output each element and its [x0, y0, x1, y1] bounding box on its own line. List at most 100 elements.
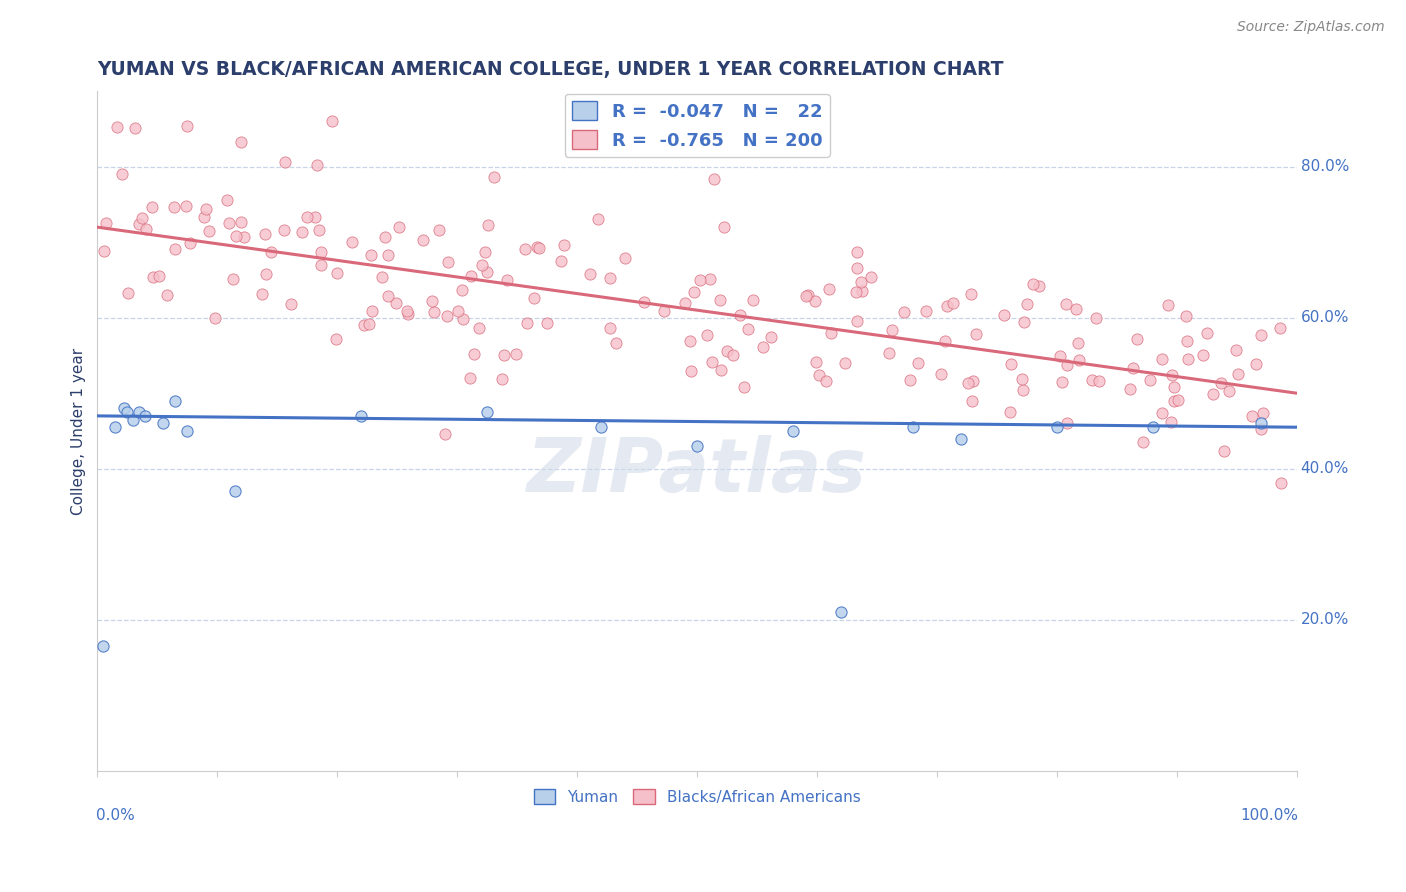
Point: [1150, 352, 1173, 367]
Point: [536, 316, 558, 330]
Point: [834, 356, 856, 370]
Point: [1160, 415, 1182, 429]
Point: [716, 344, 738, 359]
Point: [232, 230, 254, 244]
Point: [1067, 352, 1090, 367]
Point: [495, 273, 517, 287]
Point: [733, 380, 755, 394]
Point: [1056, 416, 1078, 430]
Point: [782, 424, 804, 438]
Point: [273, 154, 295, 169]
Point: [420, 293, 443, 308]
Point: [505, 347, 527, 361]
Point: [371, 270, 394, 285]
Text: 0.0%: 0.0%: [96, 808, 135, 823]
Point: [1080, 373, 1102, 387]
Point: [1122, 361, 1144, 376]
Point: [550, 253, 572, 268]
Point: [148, 269, 170, 284]
Point: [965, 327, 987, 342]
Text: ZIPatlas: ZIPatlas: [527, 435, 868, 508]
Point: [225, 228, 247, 243]
Point: [260, 245, 283, 260]
Point: [477, 405, 499, 419]
Point: [194, 202, 217, 216]
Point: [134, 409, 156, 423]
Point: [1157, 298, 1180, 312]
Text: YUMAN VS BLACK/AFRICAN AMERICAN COLLEGE, UNDER 1 YEAR CORRELATION CHART: YUMAN VS BLACK/AFRICAN AMERICAN COLLEGE,…: [97, 60, 1004, 78]
Point: [1056, 358, 1078, 372]
Point: [395, 303, 418, 318]
Point: [105, 120, 128, 135]
Text: 40.0%: 40.0%: [1301, 461, 1348, 476]
Point: [360, 303, 382, 318]
Point: [433, 427, 456, 442]
Point: [1064, 302, 1087, 317]
Point: [815, 374, 838, 388]
Point: [950, 432, 973, 446]
Text: 60.0%: 60.0%: [1301, 310, 1350, 326]
Point: [231, 136, 253, 150]
Point: [1050, 376, 1073, 390]
Point: [388, 220, 411, 235]
Point: [759, 330, 782, 344]
Point: [696, 328, 718, 343]
Point: [752, 340, 775, 354]
Point: [1177, 352, 1199, 367]
Point: [803, 294, 825, 309]
Point: [709, 293, 731, 307]
Point: [1244, 357, 1267, 371]
Point: [860, 270, 883, 285]
Point: [1046, 420, 1069, 434]
Legend: Yuman, Blacks/African Americans: Yuman, Blacks/African Americans: [527, 782, 868, 811]
Point: [374, 230, 396, 244]
Point: [156, 288, 179, 302]
Point: [1163, 394, 1185, 409]
Point: [960, 394, 983, 409]
Point: [1085, 311, 1108, 326]
Point: [295, 211, 318, 225]
Point: [1000, 357, 1022, 371]
Point: [152, 417, 174, 431]
Point: [699, 272, 721, 286]
Point: [851, 284, 873, 298]
Point: [1192, 348, 1215, 362]
Point: [385, 296, 408, 310]
Point: [1125, 332, 1147, 346]
Point: [901, 420, 924, 434]
Point: [962, 374, 984, 388]
Point: [193, 210, 215, 224]
Point: [112, 401, 135, 416]
Point: [929, 368, 952, 382]
Point: [377, 248, 399, 262]
Point: [1250, 421, 1272, 435]
Point: [845, 314, 868, 328]
Point: [794, 289, 817, 303]
Point: [176, 424, 198, 438]
Point: [224, 484, 246, 499]
Point: [273, 223, 295, 237]
Point: [165, 242, 187, 256]
Point: [527, 241, 550, 255]
Point: [515, 242, 537, 256]
Point: [599, 271, 621, 285]
Point: [436, 309, 458, 323]
Point: [174, 199, 197, 213]
Point: [135, 222, 157, 236]
Point: [998, 405, 1021, 419]
Point: [846, 245, 869, 260]
Point: [104, 420, 127, 434]
Point: [1150, 406, 1173, 420]
Point: [165, 393, 187, 408]
Point: [1142, 420, 1164, 434]
Point: [1054, 297, 1077, 311]
Point: [468, 321, 491, 335]
Point: [360, 248, 382, 262]
Point: [447, 304, 470, 318]
Point: [437, 255, 460, 269]
Point: [1251, 406, 1274, 420]
Point: [93, 639, 115, 653]
Point: [882, 323, 904, 337]
Point: [934, 334, 956, 349]
Point: [215, 193, 238, 207]
